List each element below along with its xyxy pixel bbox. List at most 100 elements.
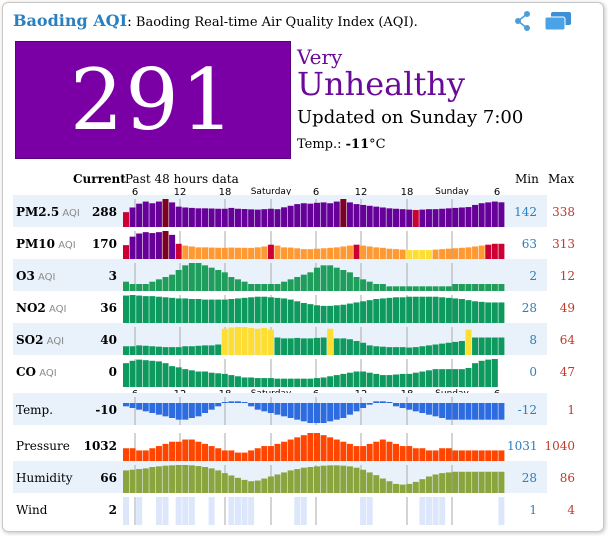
chart-bar-temp[interactable] bbox=[458, 403, 465, 420]
chart-bar-pressure[interactable] bbox=[241, 452, 248, 461]
chart-bar-o3[interactable] bbox=[439, 286, 446, 291]
chart-bar-pm25[interactable] bbox=[208, 208, 215, 228]
chart-bar-o3[interactable] bbox=[399, 286, 406, 291]
chart-bar-wind[interactable] bbox=[360, 497, 367, 525]
chart-bar-pm10[interactable] bbox=[241, 247, 248, 259]
chart-bar-so2[interactable] bbox=[412, 347, 419, 355]
chart-bar-temp[interactable] bbox=[386, 402, 393, 403]
chart-bar-humidity[interactable] bbox=[307, 467, 314, 493]
chart-bar-co[interactable] bbox=[162, 363, 169, 387]
chart-bar-no2[interactable] bbox=[155, 296, 162, 323]
chart-bar-so2[interactable] bbox=[162, 347, 169, 355]
chart-bar-no2[interactable] bbox=[300, 303, 307, 323]
chart-bar-co[interactable] bbox=[393, 374, 400, 387]
chart-bar-humidity[interactable] bbox=[188, 465, 195, 493]
chart-bar-temp[interactable] bbox=[287, 403, 294, 418]
chart-bar-pressure[interactable] bbox=[142, 450, 149, 461]
chart-bar-pm25[interactable] bbox=[412, 210, 419, 227]
chart-bar-co[interactable] bbox=[129, 360, 136, 387]
chart-bar-so2[interactable] bbox=[340, 338, 347, 355]
chart-bar-pm25[interactable] bbox=[340, 199, 347, 227]
chart-bar-co[interactable] bbox=[386, 375, 393, 387]
chart-bar-humidity[interactable] bbox=[386, 481, 393, 493]
chart-bar-no2[interactable] bbox=[307, 304, 314, 323]
chart-bar-temp[interactable] bbox=[425, 403, 432, 415]
chart-bar-humidity[interactable] bbox=[221, 473, 228, 493]
chart-bar-pm25[interactable] bbox=[300, 203, 307, 227]
chart-bar-pm10[interactable] bbox=[261, 246, 268, 259]
chart-bar-co[interactable] bbox=[234, 376, 241, 387]
chart-bar-no2[interactable] bbox=[360, 301, 367, 323]
chart-bar-pressure[interactable] bbox=[195, 441, 202, 461]
chart-bar-no2[interactable] bbox=[452, 298, 459, 323]
chart-bar-pressure[interactable] bbox=[188, 439, 195, 461]
chart-bar-no2[interactable] bbox=[149, 296, 156, 323]
chart-bar-humidity[interactable] bbox=[393, 483, 400, 493]
chart-bar-o3[interactable] bbox=[314, 267, 320, 291]
chart-bar-pm25[interactable] bbox=[353, 204, 360, 227]
chart-bar-so2[interactable] bbox=[136, 345, 143, 355]
chart-bar-pm25[interactable] bbox=[465, 207, 472, 227]
chart-bar-co[interactable] bbox=[300, 378, 307, 387]
chart-bar-co[interactable] bbox=[373, 373, 380, 387]
chart-bar-pm25[interactable] bbox=[406, 209, 413, 227]
chart-bar-co[interactable] bbox=[465, 367, 472, 387]
chart-bar-humidity[interactable] bbox=[228, 475, 235, 493]
chart-bar-no2[interactable] bbox=[399, 297, 406, 323]
chart-bar-temp[interactable] bbox=[129, 403, 136, 408]
chart-bar-so2[interactable] bbox=[188, 346, 195, 355]
chart-bar-no2[interactable] bbox=[406, 296, 413, 323]
chart-bar-o3[interactable] bbox=[360, 279, 367, 291]
chart-bar-co[interactable] bbox=[439, 369, 446, 387]
chart-bar-pressure[interactable] bbox=[340, 441, 347, 461]
chart-bar-so2[interactable] bbox=[195, 345, 202, 355]
chart-bar-no2[interactable] bbox=[274, 297, 281, 323]
chart-bar-temp[interactable] bbox=[327, 403, 334, 422]
chart-bar-no2[interactable] bbox=[142, 296, 149, 323]
chart-bar-no2[interactable] bbox=[445, 297, 452, 323]
chart-bar-pm25[interactable] bbox=[274, 209, 281, 227]
chart-bar-pm10[interactable] bbox=[406, 250, 413, 259]
chart-bar-pm25[interactable] bbox=[149, 203, 156, 227]
chart-bar-so2[interactable] bbox=[406, 347, 413, 355]
chart-bar-pressure[interactable] bbox=[353, 446, 360, 461]
chart-bar-so2[interactable] bbox=[300, 338, 307, 355]
chart-bar-temp[interactable] bbox=[314, 403, 320, 423]
chart-bar-humidity[interactable] bbox=[136, 469, 143, 493]
chart-bar-humidity[interactable] bbox=[419, 479, 426, 493]
chart-bar-temp[interactable] bbox=[432, 403, 439, 417]
chart-bar-wind[interactable] bbox=[182, 497, 189, 525]
chart-bar-humidity[interactable] bbox=[412, 481, 419, 493]
chart-bar-pm10[interactable] bbox=[234, 247, 241, 259]
chart-bar-temp[interactable] bbox=[485, 403, 492, 420]
chart-bar-so2[interactable] bbox=[281, 338, 288, 355]
chart-bar-humidity[interactable] bbox=[399, 484, 406, 493]
chart-bar-so2[interactable] bbox=[182, 346, 189, 355]
chart-bar-temp[interactable] bbox=[162, 403, 169, 417]
chart-bar-no2[interactable] bbox=[254, 296, 261, 323]
chart-bar-co[interactable] bbox=[221, 373, 228, 387]
chart-bar-pm10[interactable] bbox=[491, 243, 498, 259]
chart-bar-temp[interactable] bbox=[366, 403, 373, 405]
chart-bar-pm10[interactable] bbox=[215, 247, 222, 259]
chart-bar-pressure[interactable] bbox=[202, 443, 209, 461]
chart-bar-pm25[interactable] bbox=[202, 208, 209, 227]
chart-bar-temp[interactable] bbox=[149, 403, 156, 413]
chart-bar-humidity[interactable] bbox=[498, 471, 505, 493]
chart-bar-no2[interactable] bbox=[267, 297, 274, 323]
chart-bar-no2[interactable] bbox=[123, 295, 129, 323]
chart-bar-o3[interactable] bbox=[248, 284, 255, 291]
chart-bar-so2[interactable] bbox=[346, 339, 353, 355]
share-icon[interactable] bbox=[513, 10, 533, 32]
chart-bar-pressure[interactable] bbox=[182, 439, 189, 461]
chart-bar-pm25[interactable] bbox=[241, 209, 248, 227]
chart-bar-so2[interactable] bbox=[399, 347, 406, 355]
chart-bar-no2[interactable] bbox=[221, 299, 228, 323]
chart-bar-so2[interactable] bbox=[149, 346, 156, 355]
chart-bar-no2[interactable] bbox=[346, 303, 353, 323]
chart-bar-humidity[interactable] bbox=[472, 471, 479, 493]
chart-bar-co[interactable] bbox=[452, 369, 459, 387]
chart-bar-pressure[interactable] bbox=[465, 450, 472, 461]
chart-bar-pressure[interactable] bbox=[215, 448, 222, 461]
chart-bar-no2[interactable] bbox=[129, 295, 136, 323]
